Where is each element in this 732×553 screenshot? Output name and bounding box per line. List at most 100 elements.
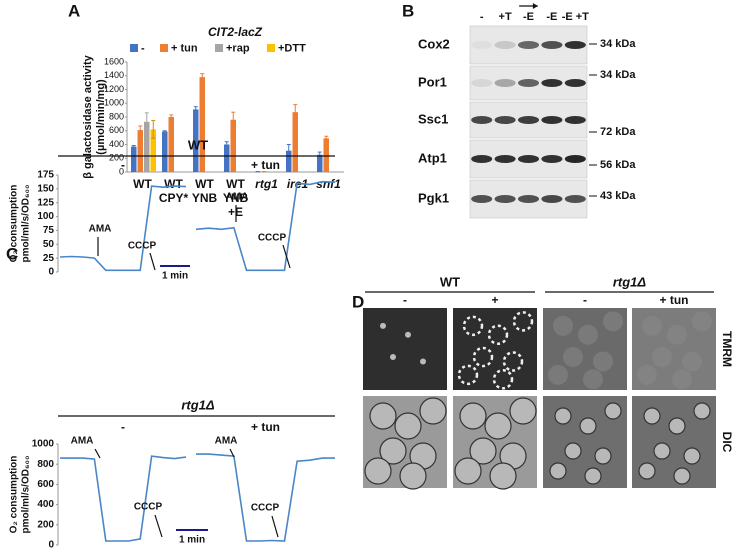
cell-shadow [667,324,687,345]
legend-label: - [141,42,145,54]
error-bar [193,106,198,113]
chart-title: WT [188,137,208,152]
error-bar [138,125,143,135]
y-tick-label: 600 [109,125,124,135]
bar [193,109,199,172]
cell [564,442,582,460]
condition-label: + [491,293,498,307]
panel-label: A [68,1,80,20]
y-tick-label: 75 [43,225,55,236]
y-axis-label: pmol/ml/s/OD₆₀₀ [21,455,32,533]
y-tick-label: 200 [37,519,54,530]
mito-signal [390,354,396,361]
mito-signal [492,369,514,390]
cell-shadow [652,347,672,368]
y-tick-label: 200 [109,153,124,163]
y-axis-label: β galactosidase activity [82,54,94,178]
y-tick-label: 0 [119,166,124,176]
group-label: rtg1Δ [613,274,647,289]
bar [292,112,298,172]
series-label: + tun [251,420,280,434]
y-tick-label: 0 [48,267,54,278]
bar [137,130,143,172]
legend-swatch [160,44,168,52]
band [541,155,563,163]
legend-swatch [215,44,223,52]
cell [484,412,512,440]
condition-label: + tun [660,293,689,307]
y-axis-label: (µmol/min/mg) [95,79,107,155]
y-tick-label: 50 [43,239,55,250]
bar [286,150,292,172]
arrow-head [532,3,538,9]
micrograph [363,308,447,390]
annotation: AMA [71,436,94,447]
y-tick-label: 25 [43,253,55,264]
annotation: AMA [89,224,112,235]
band [564,155,586,163]
band [471,41,493,49]
y-tick-label: 100 [37,211,54,222]
panel-label: C [6,244,18,263]
cell [399,462,427,490]
annotation-pointer [282,244,291,269]
band [517,79,540,87]
cell [454,457,482,485]
chart-title: rtg1Δ [181,397,215,412]
cell-shadow [603,311,623,332]
cell [394,412,422,440]
y-tick-label: 150 [37,183,54,194]
bar [323,138,329,172]
x-tick-label: WT YNB [192,177,218,205]
y-tick-label: 400 [109,139,124,149]
cell [638,462,656,480]
protein-label: Atp1 [418,150,447,165]
x-tick-label: WT [133,177,152,191]
error-bar [286,144,291,158]
lane-label: -E +T [562,11,589,23]
cell [673,467,691,485]
mito-signal [457,364,479,386]
annotation: AMA [226,192,249,203]
error-bar [144,112,149,132]
y-tick-label: 1200 [104,84,124,94]
lane-label: -E [523,11,534,23]
x-tick-label: WT CPY* [159,177,189,205]
cell [653,442,671,460]
cell-shadow [682,351,702,372]
cell [604,402,622,420]
bar [224,144,230,172]
band [517,116,540,124]
band [541,79,563,87]
x-tick-label: rtg1 [255,177,278,191]
annotation: CCCP [128,241,157,252]
panel-label: B [402,1,414,20]
cell [459,402,487,430]
cell [579,417,597,435]
cell [683,447,701,465]
y-tick-label: 800 [109,111,124,121]
band [494,41,516,49]
legend-label: + tun [171,42,198,54]
annotation-pointer [149,252,156,271]
bar [144,121,150,172]
series-label: - [121,420,125,434]
cell [668,417,686,435]
legend-swatch [130,44,138,52]
band [494,79,516,87]
band [494,155,516,163]
y-tick-label: 1000 [32,439,55,450]
cell-shadow [578,324,598,345]
error-bar [131,145,136,149]
marker-label: 43 kDa [600,190,636,202]
y-axis-label: O₂ consumption [9,185,20,263]
row-label: DIC [720,432,732,453]
y-tick-label: 600 [37,479,54,490]
legend-label: +DTT [278,42,306,54]
cell [419,397,447,425]
bar [230,119,236,172]
mito-signal [462,315,484,337]
band [564,41,586,49]
cell [584,467,602,485]
